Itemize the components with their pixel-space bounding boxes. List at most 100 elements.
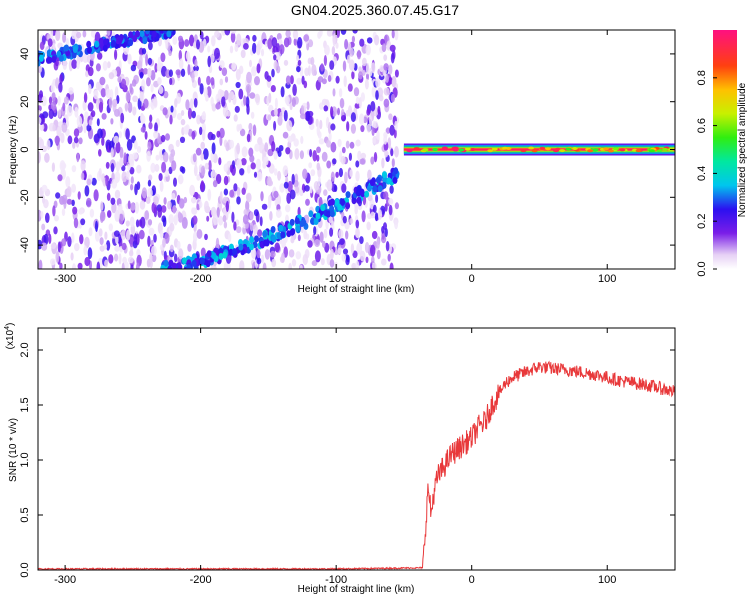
branch-cell: [295, 225, 301, 233]
noise-cell: [63, 96, 69, 105]
noise-cell: [127, 101, 133, 114]
noise-cell: [125, 128, 130, 140]
noise-cell: [174, 253, 178, 263]
noise-cell: [180, 118, 186, 126]
noise-cell: [86, 178, 92, 186]
noise-cell: [129, 216, 135, 228]
noise-cell: [335, 75, 340, 84]
noise-cell: [279, 111, 283, 120]
noise-cell: [329, 259, 335, 268]
noise-cell: [280, 86, 285, 98]
noise-cell: [356, 49, 362, 60]
noise-cell: [221, 67, 228, 76]
noise-cell: [327, 75, 332, 82]
noise-cell: [147, 187, 153, 199]
noise-cell: [159, 180, 164, 192]
noise-cell: [285, 75, 291, 85]
direct-line-cell: [406, 149, 413, 153]
branch-cell: [375, 176, 381, 184]
noise-cell: [385, 74, 389, 83]
noise-cell: [228, 92, 232, 103]
noise-cell: [372, 204, 377, 214]
noise-cell: [344, 171, 348, 184]
noise-cell: [71, 165, 77, 173]
noise-cell: [275, 209, 282, 219]
noise-cell: [134, 201, 140, 214]
noise-cell: [105, 174, 109, 187]
direct-line-cell: [528, 146, 535, 150]
noise-cell: [187, 63, 191, 76]
noise-cell: [284, 95, 290, 105]
noise-cell: [367, 195, 373, 202]
noise-cell: [146, 150, 151, 162]
noise-cell: [374, 34, 380, 46]
branch-cell: [117, 36, 123, 44]
direct-line-cell: [545, 147, 551, 151]
noise-cell: [231, 211, 235, 223]
noise-cell: [252, 224, 258, 235]
noise-cell: [163, 197, 167, 205]
noise-cell: [124, 103, 128, 112]
noise-cell: [300, 113, 306, 120]
noise-cell: [359, 38, 365, 47]
noise-cell: [360, 125, 365, 133]
noise-cell: [54, 135, 61, 145]
noise-cell: [106, 240, 111, 251]
branch-cell: [111, 40, 116, 47]
branch-cell: [206, 250, 212, 258]
noise-cell: [299, 150, 304, 160]
branch-cell: [102, 44, 108, 52]
noise-cell: [256, 63, 261, 74]
noise-cell: [154, 122, 158, 133]
noise-cell: [91, 177, 97, 186]
noise-cell: [394, 30, 399, 41]
noise-cell: [39, 41, 45, 50]
branch-cell: [329, 198, 335, 206]
y-tick-label: 40: [19, 48, 31, 60]
noise-cell: [76, 31, 82, 39]
noise-cell: [98, 168, 102, 178]
noise-cell: [80, 160, 86, 172]
noise-cell: [253, 171, 258, 178]
noise-cell: [345, 230, 349, 240]
snr-scale-note: (x104): [4, 323, 16, 350]
noise-cell: [313, 226, 317, 236]
noise-cell: [214, 47, 220, 60]
noise-cell: [243, 43, 249, 50]
noise-cell: [259, 216, 263, 227]
noise-cell: [128, 153, 134, 165]
noise-cell: [282, 131, 289, 139]
noise-cell: [135, 219, 140, 228]
noise-cell: [161, 205, 167, 213]
noise-cell: [352, 30, 358, 34]
noise-cell: [341, 146, 346, 154]
noise-cell: [68, 87, 74, 95]
noise-cell: [106, 192, 111, 201]
noise-cell: [192, 153, 197, 163]
noise-cell: [322, 240, 326, 248]
noise-cell: [355, 219, 360, 229]
noise-cell: [389, 44, 396, 52]
direct-line-cell: [635, 149, 642, 153]
y-tick-label: 0: [19, 146, 31, 152]
noise-cell: [206, 86, 212, 98]
snr-panel: -300 -200 -100 0 100 0.0 0.5 1.0 1.5 2.0 Height o…: [4, 323, 676, 595]
noise-cell: [102, 60, 108, 71]
noise-cell: [257, 171, 263, 182]
noise-cell: [373, 152, 378, 163]
noise-cell: [137, 60, 143, 70]
branch-cell: [334, 198, 340, 206]
noise-cell: [391, 158, 395, 168]
noise-cell: [303, 229, 308, 240]
noise-cell: [178, 35, 183, 42]
noise-cell: [335, 42, 339, 49]
noise-cell: [208, 65, 213, 74]
noise-cell: [370, 211, 376, 219]
spectrogram-xlabel: Height of straight line (km): [298, 284, 415, 295]
noise-cell: [110, 197, 116, 205]
noise-cell: [87, 102, 94, 112]
noise-cell: [114, 253, 119, 262]
noise-cell: [273, 54, 277, 61]
noise-cell: [277, 170, 282, 181]
noise-cell: [115, 141, 121, 154]
